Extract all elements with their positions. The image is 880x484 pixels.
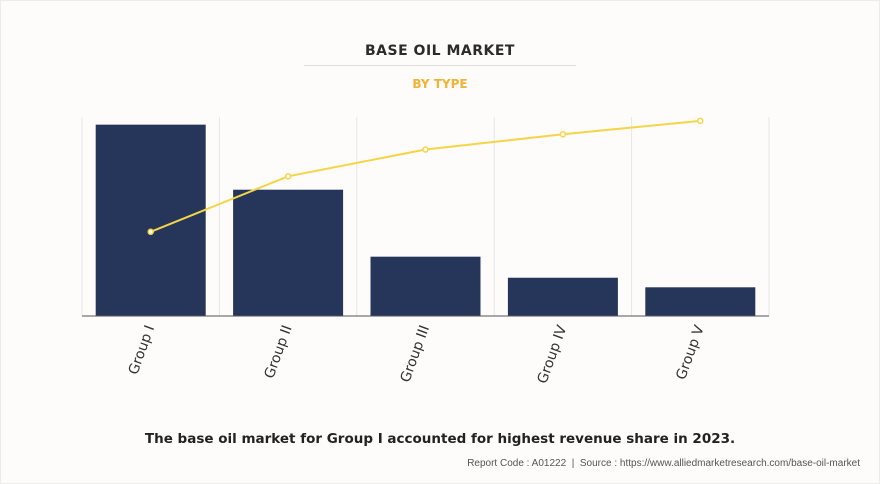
chart-caption: The base oil market for Group I accounte… — [144, 431, 736, 447]
line-point-2[interactable] — [284, 173, 292, 180]
line-point-5[interactable] — [697, 117, 704, 125]
report-code: Report Code : A01222 — [467, 458, 567, 469]
chart-title: BASE OIL MARKET — [365, 43, 515, 59]
line-point-3[interactable] — [422, 146, 429, 153]
x-tick-label: Group I — [126, 323, 159, 377]
bar-group-i[interactable] — [95, 124, 206, 317]
source-note: Report Code : A01222 | Source : https://… — [467, 458, 860, 469]
bar-group-v[interactable] — [645, 287, 756, 316]
x-tick-labels: Group I Group II Group III Group IV Group V — [126, 323, 708, 386]
chart-subtitle: BY TYPE — [412, 77, 468, 91]
grid-lines — [81, 117, 770, 316]
bar-group-iv[interactable] — [507, 277, 618, 316]
line-point-4[interactable] — [559, 130, 567, 138]
bar-group-iii[interactable] — [370, 256, 481, 316]
cumulative-line — [147, 117, 704, 236]
bars — [95, 124, 756, 317]
bar-group-ii[interactable] — [233, 189, 344, 316]
x-tick-label: Group IV — [535, 323, 571, 386]
x-tick-label: Group V — [673, 323, 708, 382]
source-separator: | — [571, 458, 575, 469]
title-divider — [304, 65, 576, 66]
line-point-1[interactable] — [147, 228, 154, 236]
x-tick-label: Group III — [398, 323, 433, 384]
x-tick-label: Group II — [262, 323, 296, 380]
source-link[interactable]: Source : https://www.alliedmarketresearc… — [579, 458, 860, 469]
